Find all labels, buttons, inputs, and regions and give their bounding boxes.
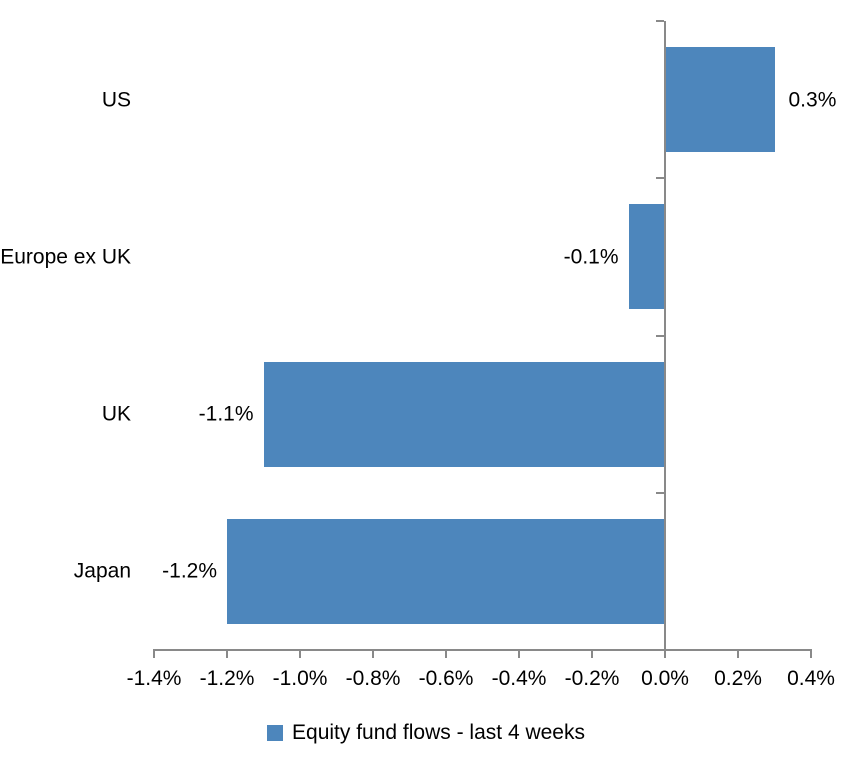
category-axis-tick-2	[656, 334, 664, 337]
x-axis-tick-0-6	[445, 650, 447, 658]
category-label-europe-ex-uk: Europe ex UK	[0, 245, 131, 269]
bar-uk	[263, 361, 665, 467]
x-tick-label-1-4: -1.4%	[126, 667, 182, 690]
legend-series-label: Equity fund flows - last 4 weeks	[292, 721, 585, 744]
category-axis-line	[664, 21, 666, 658]
x-tick-label-0-6: -0.6%	[418, 667, 474, 690]
value-label-japan: -1.2%	[162, 559, 217, 583]
x-axis-tick-0-8	[372, 650, 374, 658]
x-tick-label-0-4: -0.4%	[491, 667, 547, 690]
category-axis-tick-0	[656, 20, 664, 22]
value-label-us: 0.3%	[788, 88, 837, 112]
x-axis-tick-1-2	[226, 650, 228, 658]
category-label-uk: UK	[101, 402, 131, 426]
x-tick-label-1-0: -1.0%	[272, 667, 328, 690]
legend-marker-icon	[267, 724, 284, 741]
x-axis-tick-1-4	[153, 650, 155, 658]
category-label-japan: Japan	[73, 559, 131, 583]
x-axis-tick-0-4	[810, 650, 812, 658]
x-tick-label-0-8: -0.8%	[345, 667, 401, 690]
x-axis-tick-0-2	[737, 650, 739, 658]
category-axis-tick-1	[656, 177, 664, 180]
x-axis-tick-0-4	[518, 650, 520, 658]
value-label-europe-ex-uk: -0.1%	[563, 245, 619, 269]
x-tick-label-0-0: 0.0%	[641, 667, 689, 690]
bar-europe-ex-uk	[628, 204, 665, 310]
category-axis-tick-3	[656, 491, 664, 494]
category-label-us: US	[101, 88, 131, 112]
x-tick-label-0-4: 0.4%	[787, 667, 835, 690]
x-tick-label-1-2: -1.2%	[199, 667, 255, 690]
value-label-uk: -1.1%	[198, 402, 254, 426]
x-axis-tick-1-0	[299, 650, 301, 658]
legend: Equity fund flows - last 4 weeks	[0, 722, 852, 743]
x-axis-line	[153, 649, 812, 651]
bar-japan	[227, 518, 665, 624]
x-axis-tick-0-2	[591, 650, 593, 658]
x-tick-label-0-2: 0.2%	[714, 667, 762, 690]
x-tick-label-0-2: -0.2%	[564, 667, 620, 690]
bar-us	[665, 47, 775, 153]
